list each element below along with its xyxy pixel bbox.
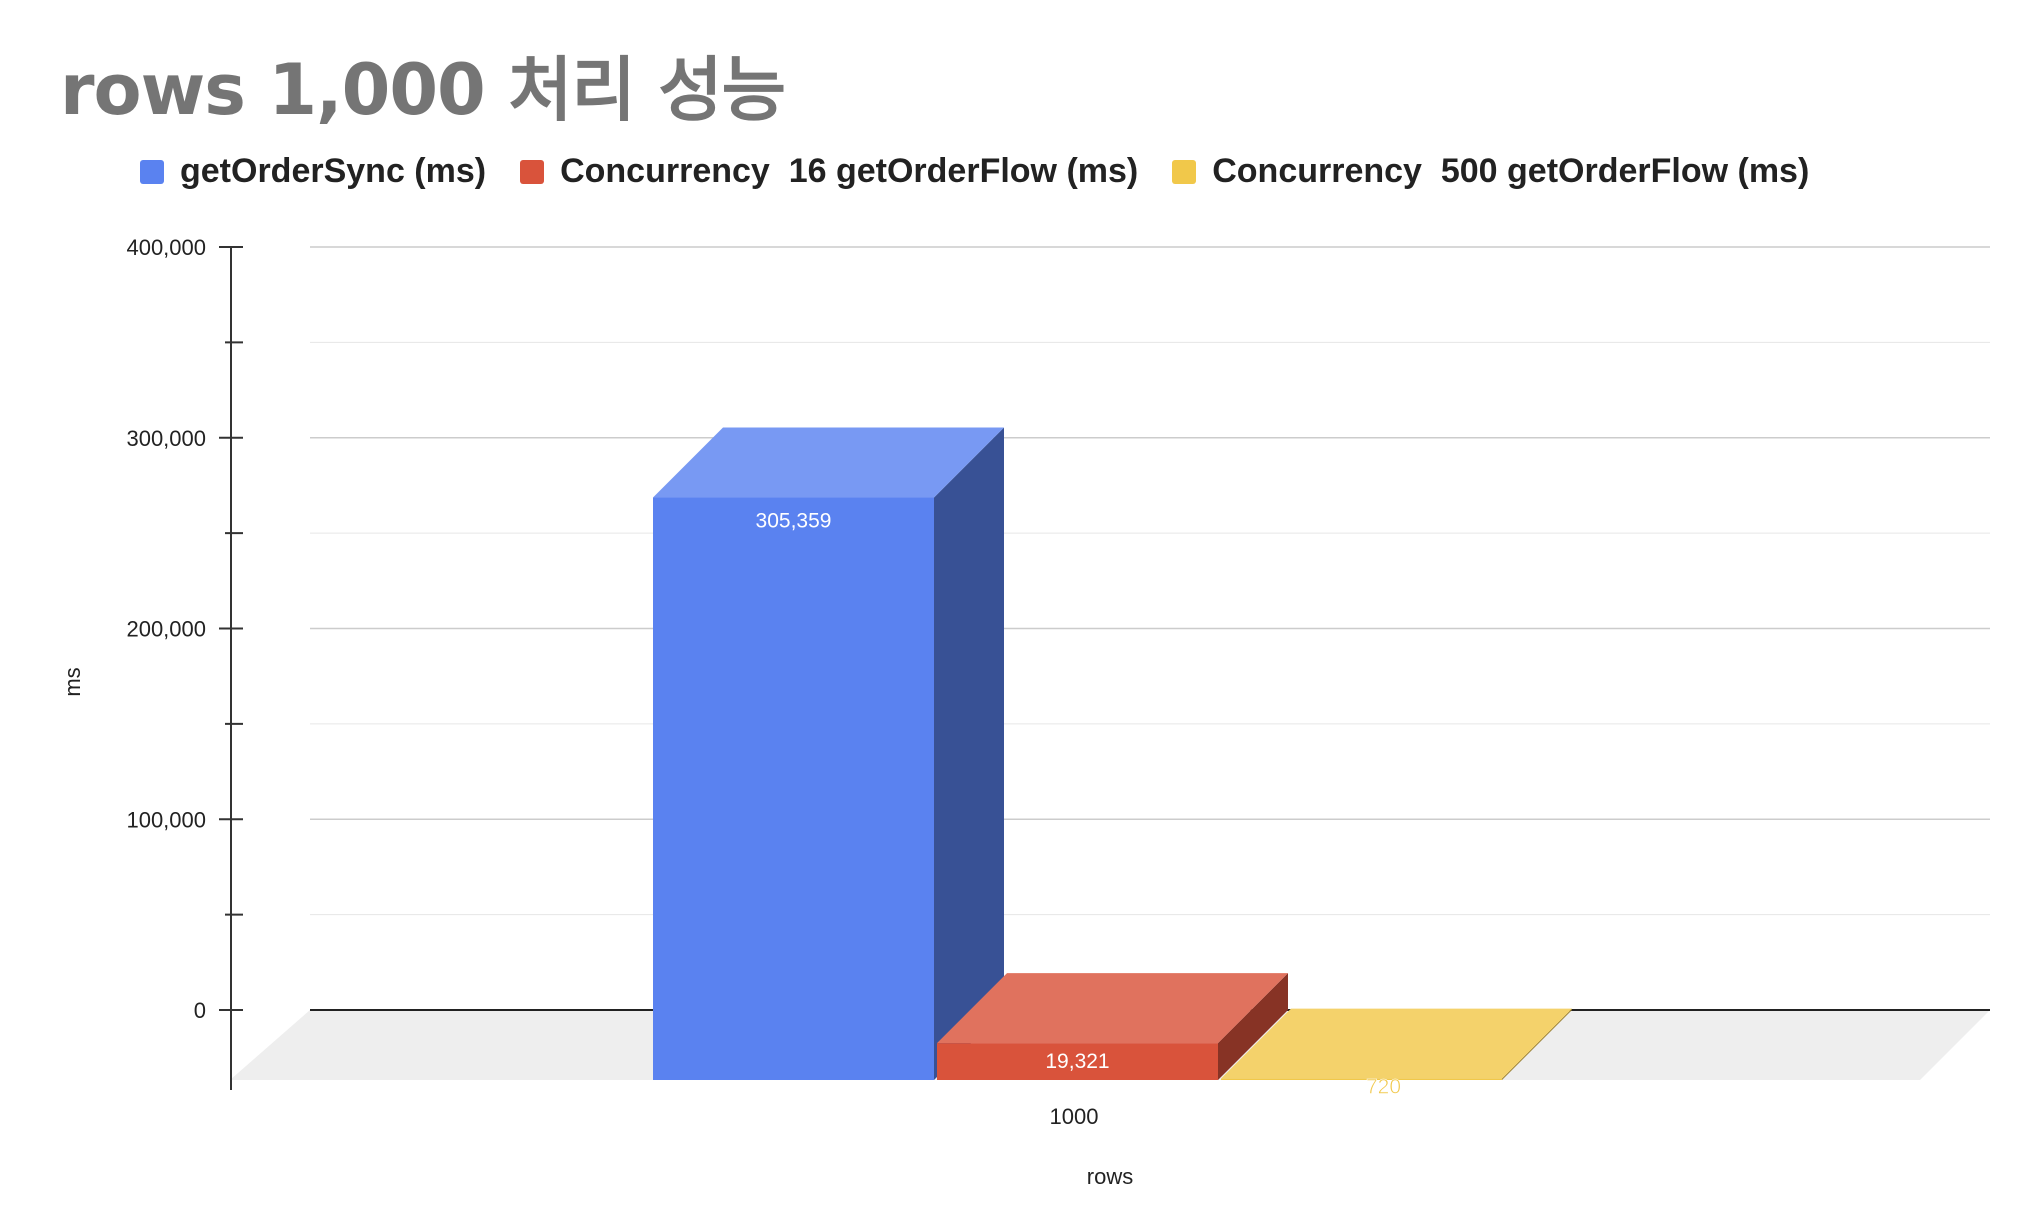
bar: 305,359 [653, 427, 1004, 1080]
legend-swatch-flow-500 [1172, 159, 1197, 184]
legend-item-sync: getOrderSync (ms) [140, 152, 486, 191]
bar-top-face [937, 973, 1288, 1044]
bar-side-face [1218, 973, 1288, 1080]
bar-value-label: 19,321 [1045, 1050, 1109, 1073]
x-tick-label: 1000 [1050, 1104, 1099, 1129]
chart-title: rows 1,000 처리 성능 [60, 49, 786, 131]
bar-value-label: 305,359 [756, 510, 832, 533]
bar-top-face [653, 427, 1004, 498]
bar-side-face [1502, 1008, 1572, 1080]
legend-label-flow-500: Concurrency 500 getOrderFlow (ms) [1212, 152, 1810, 190]
bar-side-face [934, 427, 1004, 1080]
legend-label-flow-16: Concurrency 16 getOrderFlow (ms) [560, 152, 1139, 190]
x-axis-title: rows [1087, 1164, 1133, 1189]
legend-swatch-sync [140, 159, 164, 184]
legend: getOrderSync (ms) Concurrency 16 getOrde… [140, 152, 1843, 191]
bar-value-label: 720 [1366, 1076, 1401, 1099]
bar: 19,321 [937, 973, 1288, 1080]
legend-item-flow-16: Concurrency 16 getOrderFlow (ms) [520, 152, 1138, 191]
bar-top-face [1221, 1008, 1572, 1079]
y-tick-label: 400,000 [126, 235, 206, 260]
bar-front-face [653, 497, 934, 1080]
bar-front-face [1221, 1078, 1502, 1080]
bar: 720 [1221, 1008, 1572, 1099]
legend-item-flow-500: Concurrency 500 getOrderFlow (ms) [1172, 152, 1809, 191]
legend-swatch-flow-16 [520, 159, 545, 184]
y-tick-label: 100,000 [126, 807, 206, 832]
legend-label-sync: getOrderSync (ms) [180, 152, 487, 190]
y-axis-title: ms [60, 667, 85, 696]
y-tick-label: 300,000 [126, 426, 206, 451]
y-tick-label: 0 [194, 998, 206, 1023]
y-tick-label: 200,000 [126, 617, 206, 642]
bar-front-face [937, 1043, 1218, 1080]
